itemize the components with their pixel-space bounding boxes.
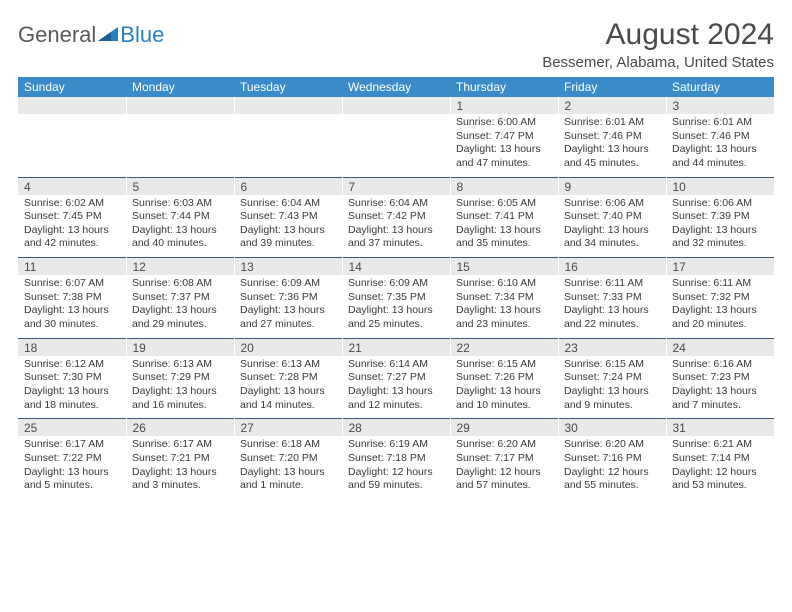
day-number-cell: 2 [558,97,666,114]
day-detail-cell: Sunrise: 6:08 AMSunset: 7:37 PMDaylight:… [126,275,234,338]
day-detail-cell: Sunrise: 6:20 AMSunset: 7:17 PMDaylight:… [450,436,558,499]
day-number-cell: 11 [18,258,126,276]
month-title: August 2024 [542,18,774,52]
day-detail-cell: Sunrise: 6:11 AMSunset: 7:33 PMDaylight:… [558,275,666,338]
day-detail-cell: Sunrise: 6:15 AMSunset: 7:24 PMDaylight:… [558,356,666,419]
day-detail-cell [342,114,450,177]
day-number-cell: 17 [666,258,774,276]
day-detail-cell: Sunrise: 6:04 AMSunset: 7:43 PMDaylight:… [234,195,342,258]
day-number-cell: 5 [126,177,234,195]
day-number-cell: 13 [234,258,342,276]
day-detail-cell: Sunrise: 6:17 AMSunset: 7:21 PMDaylight:… [126,436,234,499]
day-detail-cell: Sunrise: 6:13 AMSunset: 7:29 PMDaylight:… [126,356,234,419]
logo-word-blue: Blue [120,22,164,48]
day-detail-cell [234,114,342,177]
day-detail-cell: Sunrise: 6:16 AMSunset: 7:23 PMDaylight:… [666,356,774,419]
day-number-cell [342,97,450,114]
weekday-header: Saturday [666,77,774,97]
day-detail-cell: Sunrise: 6:02 AMSunset: 7:45 PMDaylight:… [18,195,126,258]
day-number-cell: 19 [126,338,234,356]
weekday-header: Sunday [18,77,126,97]
day-detail-cell: Sunrise: 6:21 AMSunset: 7:14 PMDaylight:… [666,436,774,499]
day-number-row: 45678910 [18,177,774,195]
day-number-cell: 16 [558,258,666,276]
day-number-cell: 4 [18,177,126,195]
day-number-cell: 31 [666,419,774,437]
day-detail-cell: Sunrise: 6:01 AMSunset: 7:46 PMDaylight:… [558,114,666,177]
day-detail-row: Sunrise: 6:07 AMSunset: 7:38 PMDaylight:… [18,275,774,338]
day-number-cell [18,97,126,114]
day-number-cell: 3 [666,97,774,114]
day-detail-cell: Sunrise: 6:19 AMSunset: 7:18 PMDaylight:… [342,436,450,499]
day-number-cell: 8 [450,177,558,195]
day-detail-cell: Sunrise: 6:07 AMSunset: 7:38 PMDaylight:… [18,275,126,338]
day-detail-cell: Sunrise: 6:09 AMSunset: 7:36 PMDaylight:… [234,275,342,338]
day-detail-row: Sunrise: 6:00 AMSunset: 7:47 PMDaylight:… [18,114,774,177]
day-detail-cell: Sunrise: 6:15 AMSunset: 7:26 PMDaylight:… [450,356,558,419]
day-number-cell: 23 [558,338,666,356]
location: Bessemer, Alabama, United States [542,54,774,71]
day-detail-cell [126,114,234,177]
day-number-cell: 9 [558,177,666,195]
day-detail-cell: Sunrise: 6:11 AMSunset: 7:32 PMDaylight:… [666,275,774,338]
weekday-header: Tuesday [234,77,342,97]
day-detail-row: Sunrise: 6:12 AMSunset: 7:30 PMDaylight:… [18,356,774,419]
day-detail-cell: Sunrise: 6:18 AMSunset: 7:20 PMDaylight:… [234,436,342,499]
day-number-cell: 24 [666,338,774,356]
logo-word-general: General [18,22,96,48]
day-detail-cell: Sunrise: 6:03 AMSunset: 7:44 PMDaylight:… [126,195,234,258]
day-detail-cell: Sunrise: 6:09 AMSunset: 7:35 PMDaylight:… [342,275,450,338]
day-detail-row: Sunrise: 6:17 AMSunset: 7:22 PMDaylight:… [18,436,774,499]
day-number-cell: 30 [558,419,666,437]
day-detail-cell: Sunrise: 6:20 AMSunset: 7:16 PMDaylight:… [558,436,666,499]
day-number-cell: 27 [234,419,342,437]
day-number-cell: 7 [342,177,450,195]
weekday-header: Monday [126,77,234,97]
day-number-cell: 25 [18,419,126,437]
logo: General Blue [18,22,164,48]
day-number-cell: 14 [342,258,450,276]
day-number-row: 123 [18,97,774,114]
day-number-cell: 22 [450,338,558,356]
day-number-cell: 20 [234,338,342,356]
weekday-header: Wednesday [342,77,450,97]
day-detail-cell: Sunrise: 6:01 AMSunset: 7:46 PMDaylight:… [666,114,774,177]
day-detail-cell: Sunrise: 6:12 AMSunset: 7:30 PMDaylight:… [18,356,126,419]
day-number-cell: 12 [126,258,234,276]
day-number-cell: 26 [126,419,234,437]
day-detail-cell: Sunrise: 6:17 AMSunset: 7:22 PMDaylight:… [18,436,126,499]
calendar-table: Sunday Monday Tuesday Wednesday Thursday… [18,77,774,499]
header: General Blue August 2024 Bessemer, Alaba… [18,18,774,71]
day-detail-cell: Sunrise: 6:05 AMSunset: 7:41 PMDaylight:… [450,195,558,258]
day-detail-cell: Sunrise: 6:06 AMSunset: 7:39 PMDaylight:… [666,195,774,258]
day-number-cell: 21 [342,338,450,356]
day-detail-cell: Sunrise: 6:13 AMSunset: 7:28 PMDaylight:… [234,356,342,419]
day-number-row: 18192021222324 [18,338,774,356]
weekday-header: Friday [558,77,666,97]
weekday-header: Thursday [450,77,558,97]
day-detail-cell: Sunrise: 6:00 AMSunset: 7:47 PMDaylight:… [450,114,558,177]
day-number-cell: 10 [666,177,774,195]
day-number-cell: 29 [450,419,558,437]
day-number-row: 11121314151617 [18,258,774,276]
day-number-cell: 15 [450,258,558,276]
day-detail-cell: Sunrise: 6:14 AMSunset: 7:27 PMDaylight:… [342,356,450,419]
day-detail-cell: Sunrise: 6:10 AMSunset: 7:34 PMDaylight:… [450,275,558,338]
day-number-row: 25262728293031 [18,419,774,437]
day-detail-cell [18,114,126,177]
day-detail-row: Sunrise: 6:02 AMSunset: 7:45 PMDaylight:… [18,195,774,258]
weekday-header-row: Sunday Monday Tuesday Wednesday Thursday… [18,77,774,97]
day-detail-cell: Sunrise: 6:06 AMSunset: 7:40 PMDaylight:… [558,195,666,258]
logo-sail-icon [98,22,120,48]
day-number-cell: 6 [234,177,342,195]
day-number-cell: 28 [342,419,450,437]
day-number-cell [126,97,234,114]
day-detail-cell: Sunrise: 6:04 AMSunset: 7:42 PMDaylight:… [342,195,450,258]
day-number-cell: 18 [18,338,126,356]
day-number-cell: 1 [450,97,558,114]
day-number-cell [234,97,342,114]
